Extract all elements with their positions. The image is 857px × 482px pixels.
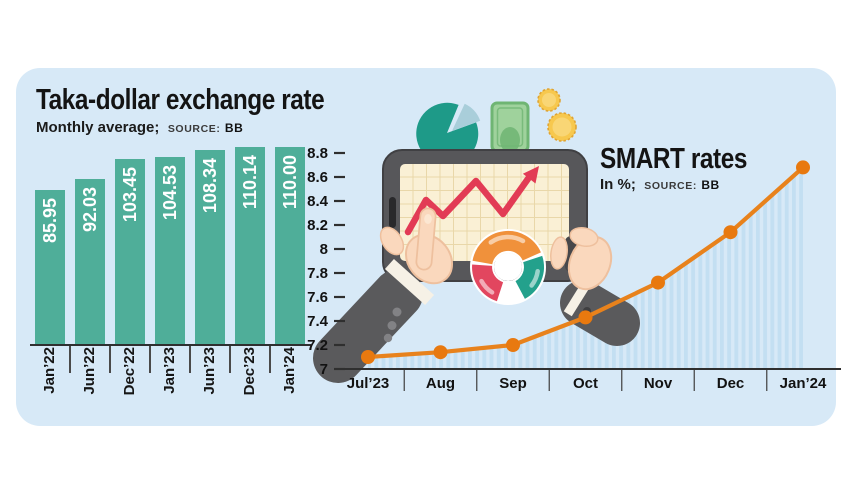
x-tick-label: Jan’24 [780, 375, 827, 392]
y-tick-label: 7.4 [307, 313, 329, 330]
x-tick-label: Dec [717, 375, 745, 392]
y-tick-label: 7.6 [307, 289, 328, 306]
y-tick-label: 8.8 [307, 145, 328, 162]
bar: 110.00 [275, 147, 305, 344]
bar-chart-source-label: SOURCE: [167, 123, 221, 135]
line-chart-axes: 7 7.2 7.4 7.6 7.8 8 8.2 8.4 8.6 8.8 Jul’23 Aug Sep Oc… [307, 145, 841, 392]
bar-chart-subtitle: Monthly average; SOURCE: BB [36, 119, 243, 137]
x-axis-tick [69, 346, 71, 373]
data-point-marker [433, 345, 448, 360]
x-axis-tick [189, 346, 191, 373]
coins-icon [537, 88, 577, 142]
bar: 110.14 [235, 147, 265, 344]
data-point-marker [796, 160, 810, 175]
x-tick-label: Jul’23 [347, 375, 390, 392]
bar: 104.53 [155, 157, 185, 344]
data-point-marker [361, 350, 375, 364]
bar-chart-x-axis-labels: Jan’22 Jun’22 Dec’22 Jan’23 Jun’23 Dec’23 Jan’… [35, 346, 305, 403]
line-chart-subtitle-text: In %; [600, 176, 636, 193]
trend-arrow-icon [404, 166, 539, 236]
bar-chart-source-value: BB [224, 121, 244, 135]
bar-chart-subtitle-text: Monthly average; [36, 119, 160, 136]
x-axis-tick [149, 346, 151, 373]
x-axis-tick [229, 346, 231, 373]
line-chart-title: SMART rates [600, 143, 747, 175]
donut-chart-icon [470, 229, 546, 305]
bar-chart-x-axis-line [30, 344, 311, 346]
y-tick-label: 8.6 [307, 169, 328, 186]
left-hand-illustration [313, 207, 454, 383]
x-tick-label: Nov [644, 375, 673, 392]
y-tick-label: 7.8 [307, 265, 328, 282]
bar: 103.45 [115, 159, 145, 344]
bar-chart-plot-area: 85.95 92.03 103.45 104.53 108.34 110.14 110.00 [35, 147, 305, 344]
y-tick-label: 8.4 [307, 193, 329, 210]
y-tick-label: 8.2 [307, 217, 328, 234]
bar-chart-title: Taka-dollar exchange rate [36, 84, 325, 116]
right-hand-illustration [550, 226, 640, 346]
y-tick-label: 8 [320, 241, 328, 258]
bar: 92.03 [75, 179, 105, 344]
line-chart-striped-area [368, 167, 803, 368]
y-tick-label: 7 [320, 361, 328, 378]
data-point-marker [506, 338, 520, 352]
illustration [313, 88, 640, 383]
speaker-slot [389, 197, 396, 228]
x-tick-label: Aug [426, 375, 455, 392]
line-series-markers [361, 160, 810, 364]
banknote-icon [490, 101, 530, 153]
x-axis-tick [109, 346, 111, 373]
line-chart-subtitle: In %; SOURCE: BB [600, 176, 720, 194]
x-tick-label: Sep [499, 375, 527, 392]
x-tick-label: Oct [573, 375, 598, 392]
fingernail [424, 214, 432, 224]
bar: 85.95 [35, 190, 65, 344]
y-tick-label: 7.2 [307, 337, 328, 354]
data-point-marker [578, 310, 593, 325]
line-chart-source-label: SOURCE: [644, 180, 697, 192]
x-axis-tick [269, 346, 271, 373]
data-point-marker [651, 275, 665, 290]
bar: 108.34 [195, 150, 225, 344]
line-chart-source-value: BB [701, 178, 720, 192]
data-point-marker [723, 225, 738, 240]
